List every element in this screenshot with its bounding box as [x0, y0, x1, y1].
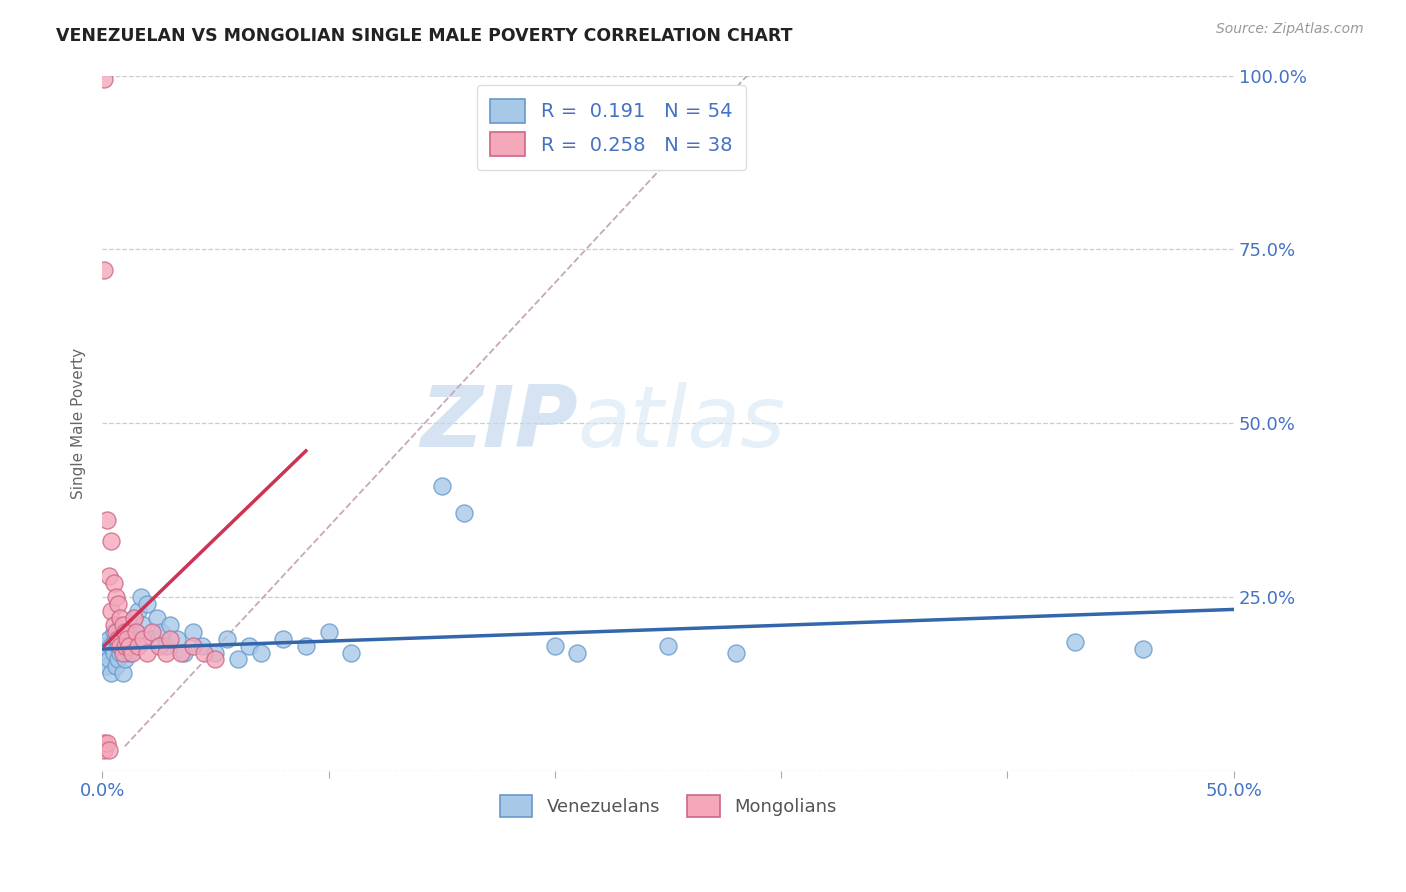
Point — [121, 646, 143, 660]
Point — [181, 624, 204, 639]
Point — [1132, 642, 1154, 657]
Point — [98, 569, 121, 583]
Point — [295, 639, 318, 653]
Point — [249, 646, 271, 660]
Point — [104, 659, 127, 673]
Text: Source: ZipAtlas.com: Source: ZipAtlas.com — [1216, 22, 1364, 37]
Point — [238, 639, 260, 653]
Point — [127, 639, 149, 653]
Point — [132, 617, 155, 632]
Point — [93, 639, 115, 653]
Point — [111, 632, 134, 646]
Point — [122, 611, 145, 625]
Point — [104, 632, 127, 646]
Point — [127, 604, 149, 618]
Point — [567, 646, 589, 660]
Point — [204, 652, 226, 666]
Point — [103, 624, 125, 639]
Point — [159, 617, 181, 632]
Point — [107, 597, 129, 611]
Point — [100, 534, 122, 549]
Point — [107, 652, 129, 666]
Point — [125, 624, 148, 639]
Point — [115, 632, 138, 646]
Point — [145, 611, 167, 625]
Point — [1064, 635, 1087, 649]
Point — [96, 659, 118, 673]
Point — [204, 646, 226, 660]
Point — [118, 639, 141, 653]
Point — [170, 646, 193, 660]
Point — [271, 632, 294, 646]
Point — [110, 617, 132, 632]
Point — [136, 597, 159, 611]
Point — [98, 632, 121, 646]
Point — [107, 632, 129, 646]
Point — [96, 646, 118, 660]
Point — [100, 666, 122, 681]
Point — [114, 624, 136, 639]
Point — [122, 611, 145, 625]
Legend: Venezuelans, Mongolians: Venezuelans, Mongolians — [492, 788, 844, 824]
Point — [544, 639, 567, 653]
Point — [104, 624, 127, 639]
Point — [166, 632, 188, 646]
Point — [114, 639, 136, 653]
Point — [193, 646, 215, 660]
Text: VENEZUELAN VS MONGOLIAN SINGLE MALE POVERTY CORRELATION CHART: VENEZUELAN VS MONGOLIAN SINGLE MALE POVE… — [56, 27, 793, 45]
Point — [93, 72, 115, 87]
Point — [100, 639, 122, 653]
Point — [118, 646, 141, 660]
Text: ZIP: ZIP — [420, 382, 578, 465]
Point — [96, 513, 118, 527]
Y-axis label: Single Male Poverty: Single Male Poverty — [72, 348, 86, 499]
Point — [150, 624, 173, 639]
Point — [114, 652, 136, 666]
Point — [141, 632, 163, 646]
Point — [125, 624, 148, 639]
Point — [96, 736, 118, 750]
Point — [93, 736, 115, 750]
Point — [110, 646, 132, 660]
Point — [93, 743, 115, 757]
Point — [318, 624, 340, 639]
Point — [129, 590, 152, 604]
Point — [148, 639, 170, 653]
Point — [141, 624, 163, 639]
Point — [114, 624, 136, 639]
Point — [173, 646, 195, 660]
Point — [103, 617, 125, 632]
Point — [155, 639, 177, 653]
Point — [100, 604, 122, 618]
Point — [103, 576, 125, 591]
Point — [98, 652, 121, 666]
Point — [104, 590, 127, 604]
Point — [132, 632, 155, 646]
Point — [111, 646, 134, 660]
Point — [181, 639, 204, 653]
Point — [340, 646, 363, 660]
Point — [724, 646, 747, 660]
Point — [115, 639, 138, 653]
Point — [110, 639, 132, 653]
Point — [159, 632, 181, 646]
Point — [155, 646, 177, 660]
Point — [430, 478, 453, 492]
Point — [136, 646, 159, 660]
Text: atlas: atlas — [578, 382, 786, 465]
Point — [453, 507, 475, 521]
Point — [111, 666, 134, 681]
Point — [98, 743, 121, 757]
Point — [226, 652, 249, 666]
Point — [110, 611, 132, 625]
Point — [103, 646, 125, 660]
Point — [215, 632, 238, 646]
Point — [191, 639, 214, 653]
Point — [657, 639, 679, 653]
Point — [121, 632, 143, 646]
Point — [107, 639, 129, 653]
Point — [93, 263, 115, 277]
Point — [111, 617, 134, 632]
